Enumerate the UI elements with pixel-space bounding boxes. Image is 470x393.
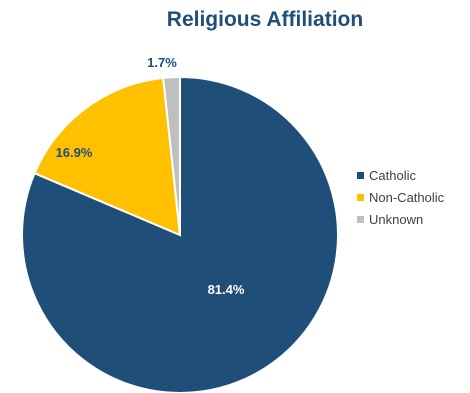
pie-slices [21,75,339,393]
legend-label-non-catholic: Non-Catholic [369,190,445,205]
legend-label-unknown: Unknown [369,212,423,227]
legend-swatch-non-catholic [357,194,364,201]
pie-slice-non-catholic [33,76,182,237]
legend-swatch-catholic [357,172,364,179]
pie-slice-unknown [162,75,181,236]
data-label-catholic: 81.4% [208,282,245,297]
data-label-non-catholic: 16.9% [56,145,93,160]
chart-title: Religious Affiliation [167,8,363,31]
data-label-unknown: 1.7% [147,55,177,70]
pie-data-labels: 81.4% 16.9% 1.7% [56,55,245,297]
legend-swatch-unknown [357,216,364,223]
legend-label-catholic: Catholic [369,168,416,183]
legend: Catholic Non-Catholic Unknown [357,168,445,227]
